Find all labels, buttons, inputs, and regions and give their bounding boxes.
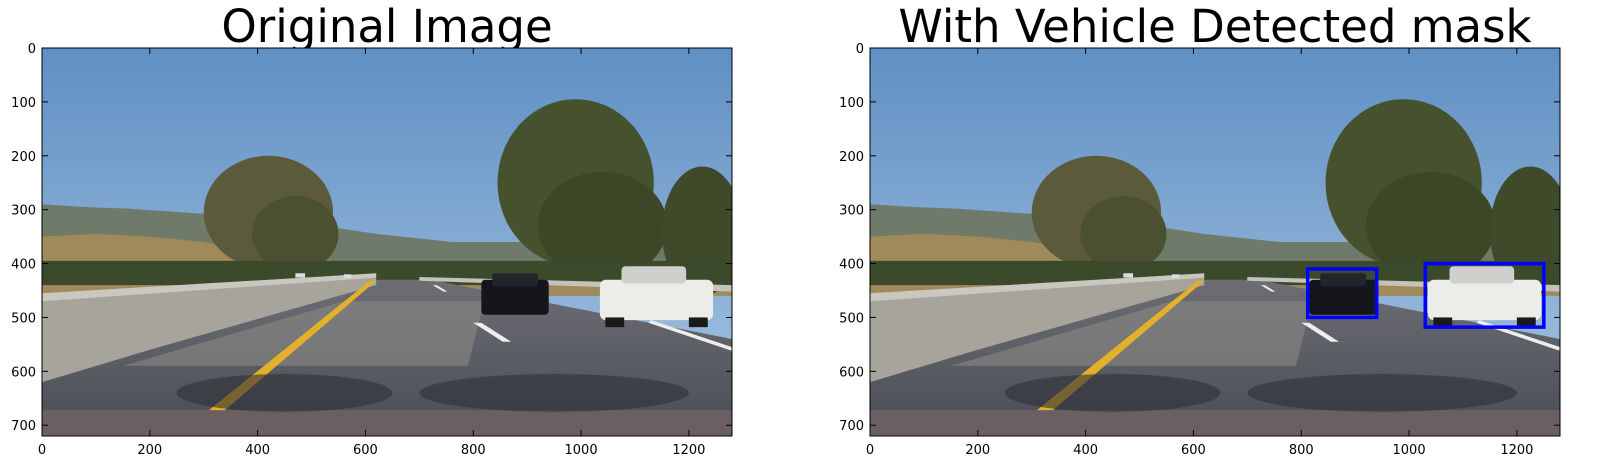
x-tick-label: 1200 bbox=[1500, 443, 1533, 458]
x-tick-label: 1000 bbox=[565, 443, 598, 458]
road-patch bbox=[950, 301, 1312, 366]
tree-shadow bbox=[1004, 374, 1221, 412]
lane-dash bbox=[1301, 322, 1339, 342]
y-tick-label: 0 bbox=[856, 42, 864, 57]
y-tick-label: 200 bbox=[11, 150, 36, 165]
x-tick-label: 200 bbox=[137, 443, 162, 458]
axes-frame bbox=[41, 47, 733, 437]
distant-car bbox=[1123, 273, 1134, 278]
guard-rail-left bbox=[870, 273, 1205, 302]
image-plot: 0 200 400 600 800 1000 1200 0 100 200 300 400 500 600… bbox=[11, 42, 733, 458]
white-car-tire bbox=[1516, 317, 1536, 328]
white-car bbox=[1427, 279, 1542, 321]
axis-ticks: 0 200 400 600 800 1000 1200 0 100 200 300 400 500 600… bbox=[11, 42, 732, 458]
white-car-tire bbox=[688, 317, 708, 328]
x-tick-label: 200 bbox=[965, 443, 990, 458]
y-tick-label: 0 bbox=[28, 42, 36, 57]
distant-car bbox=[1171, 274, 1180, 279]
y-tick-label: 400 bbox=[839, 258, 864, 273]
y-tick-label: 100 bbox=[839, 96, 864, 111]
y-tick-label: 600 bbox=[11, 365, 36, 380]
x-tick-label: 400 bbox=[245, 443, 270, 458]
tree-shadow bbox=[419, 374, 689, 412]
y-tick-label: 400 bbox=[11, 258, 36, 273]
road-scene-image bbox=[42, 48, 732, 436]
x-tick-label: 0 bbox=[866, 443, 874, 458]
y-tick-label: 700 bbox=[11, 419, 36, 434]
x-tick-label: 800 bbox=[461, 443, 486, 458]
y-tick-label: 700 bbox=[839, 419, 864, 434]
black-car-roof bbox=[492, 273, 538, 287]
road-patch bbox=[122, 301, 485, 366]
y-tick-label: 300 bbox=[839, 204, 864, 219]
y-tick-label: 500 bbox=[11, 311, 36, 326]
white-car-roof bbox=[621, 266, 687, 284]
original-image-panel: Original Image 0 200 400 600 800 1000 1200 0 100… bbox=[0, 0, 780, 475]
concrete-barrier bbox=[42, 277, 377, 383]
y-tick-label: 100 bbox=[11, 96, 36, 111]
tree-right-foliage bbox=[1365, 171, 1496, 280]
car-hood bbox=[870, 410, 1560, 436]
white-car-roof bbox=[1449, 266, 1515, 284]
bounding-box bbox=[1305, 267, 1379, 320]
black-car bbox=[481, 279, 549, 315]
image-plot: 0 200 400 600 800 1000 1200 0 100 200 300 400 500 600… bbox=[839, 42, 1561, 458]
lane-dash bbox=[432, 285, 448, 292]
white-car-tire bbox=[1433, 317, 1453, 328]
y-tick-label: 600 bbox=[839, 365, 864, 380]
car-hood bbox=[42, 410, 732, 436]
y-tick-label: 500 bbox=[839, 311, 864, 326]
axes-frame bbox=[869, 47, 1561, 437]
x-tick-label: 800 bbox=[1289, 443, 1314, 458]
tree-shadow bbox=[176, 374, 393, 412]
y-tick-label: 200 bbox=[839, 150, 864, 165]
bounding-box bbox=[1423, 261, 1546, 329]
tree-left-foliage bbox=[1080, 196, 1167, 272]
white-car bbox=[599, 279, 714, 321]
y-tick-label: 300 bbox=[11, 204, 36, 219]
axis-ticks: 0 200 400 600 800 1000 1200 0 100 200 300 400 500 600… bbox=[839, 42, 1560, 458]
tree-shadow bbox=[1247, 374, 1517, 412]
panel-title: With Vehicle Detected mask bbox=[898, 0, 1532, 53]
vehicle-detected-panel: With Vehicle Detected mask 0 200 400 600 800… bbox=[828, 0, 1602, 475]
distant-car bbox=[343, 274, 352, 279]
lane-dash bbox=[648, 320, 732, 351]
tree-right-foliage bbox=[537, 171, 668, 280]
lane-dash bbox=[1260, 285, 1276, 292]
black-car bbox=[1309, 279, 1377, 315]
x-tick-label: 1200 bbox=[672, 443, 705, 458]
x-tick-label: 0 bbox=[38, 443, 46, 458]
distant-car bbox=[295, 273, 306, 278]
guard-rail-left bbox=[42, 273, 377, 302]
x-tick-label: 600 bbox=[353, 443, 378, 458]
x-tick-label: 400 bbox=[1073, 443, 1098, 458]
road-scene-image bbox=[870, 48, 1560, 436]
tree-left-foliage bbox=[252, 196, 339, 272]
black-car-roof bbox=[1320, 273, 1366, 287]
panel-title: Original Image bbox=[221, 0, 553, 53]
detection-boxes bbox=[1305, 261, 1546, 329]
white-car-tire bbox=[605, 317, 625, 328]
x-tick-label: 1000 bbox=[1393, 443, 1426, 458]
lane-dash bbox=[473, 322, 511, 342]
x-tick-label: 600 bbox=[1181, 443, 1206, 458]
concrete-barrier bbox=[870, 277, 1205, 383]
